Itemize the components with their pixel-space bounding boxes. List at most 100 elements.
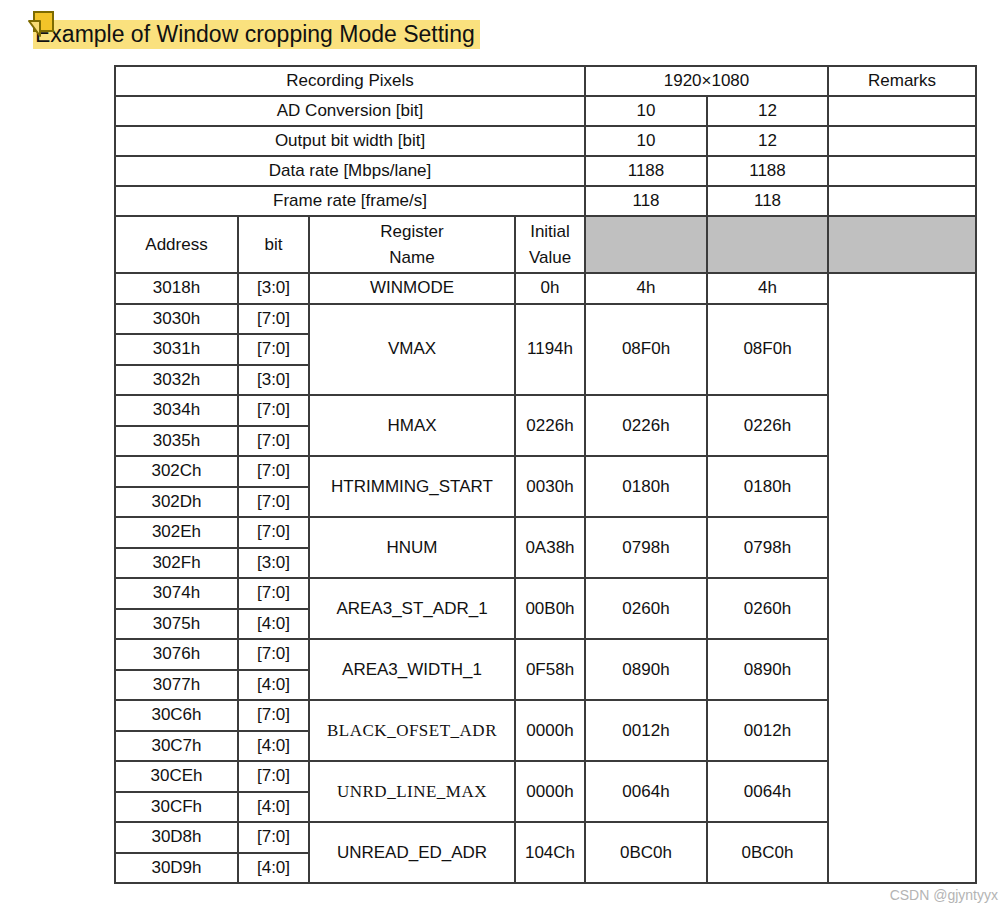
register-name-cell: UNRD_LINE_MAX: [309, 761, 515, 822]
info-label: Data rate [Mbps/lane]: [115, 156, 585, 186]
address-cell: 3032h: [115, 365, 238, 396]
bit-cell: [7:0]: [238, 578, 309, 609]
bit-cell: [7:0]: [238, 456, 309, 487]
initial-value-cell: 00B0h: [515, 578, 585, 639]
register-setting-table: Recording Pixels1920×1080RemarksAD Conve…: [114, 65, 977, 884]
bit-cell: [4:0]: [238, 853, 309, 884]
info-row: Data rate [Mbps/lane]11881188: [115, 156, 976, 186]
value-10bit-cell: 0890h: [585, 639, 707, 700]
gray-cell-remarks: [828, 216, 976, 273]
value-12bit-cell: 0260h: [707, 578, 828, 639]
initial-value-cell: 0030h: [515, 456, 585, 517]
remarks-header: Remarks: [828, 66, 976, 96]
bit-cell: [7:0]: [238, 487, 309, 518]
register-name-header: Register Name: [309, 216, 515, 273]
bit-cell: [4:0]: [238, 731, 309, 762]
address-cell: 3030h: [115, 304, 238, 335]
value-12bit-cell: 0226h: [707, 395, 828, 456]
initial-value-cell: 0h: [515, 273, 585, 304]
address-cell: 30C6h: [115, 700, 238, 731]
bit-cell: [7:0]: [238, 395, 309, 426]
register-name-cell: HTRIMMING_START: [309, 456, 515, 517]
info-row: AD Conversion [bit]1012: [115, 96, 976, 126]
remarks-cell: [828, 186, 976, 216]
remarks-cell: [828, 156, 976, 186]
gray-cell-10bit: [585, 216, 707, 273]
value-12bit-cell: 0BC0h: [707, 822, 828, 883]
register-name-cell: HMAX: [309, 395, 515, 456]
page-title: Example of Window cropping Mode Setting: [33, 20, 480, 49]
register-name-cell: BLACK_OFSET_ADR: [309, 700, 515, 761]
info-label: Recording Pixels: [115, 66, 585, 96]
address-cell: 302Fh: [115, 548, 238, 579]
register-name-cell: VMAX: [309, 304, 515, 396]
value-10bit: 10: [585, 96, 707, 126]
value-12bit: 118: [707, 186, 828, 216]
value-10bit-cell: 0BC0h: [585, 822, 707, 883]
register-name-cell: AREA3_WIDTH_1: [309, 639, 515, 700]
value-12bit-cell: 0180h: [707, 456, 828, 517]
value-12bit-cell: 0012h: [707, 700, 828, 761]
value-12bit-cell: 0798h: [707, 517, 828, 578]
initial-value-cell: 0A38h: [515, 517, 585, 578]
info-label: AD Conversion [bit]: [115, 96, 585, 126]
value-10bit-cell: 0064h: [585, 761, 707, 822]
value-10bit-cell: 0012h: [585, 700, 707, 761]
address-cell: 3018h: [115, 273, 238, 304]
bit-cell: [7:0]: [238, 334, 309, 365]
value-10bit-cell: 0226h: [585, 395, 707, 456]
remarks-cell: [828, 126, 976, 156]
info-row: Output bit width [bit]1012: [115, 126, 976, 156]
bit-header: bit: [238, 216, 309, 273]
address-cell: 30CEh: [115, 761, 238, 792]
value-10bit: 118: [585, 186, 707, 216]
remarks-cell: [828, 96, 976, 126]
initial-value-cell: 0F58h: [515, 639, 585, 700]
value-10bit-cell: 08F0h: [585, 304, 707, 396]
remarks-merged-cell: [828, 273, 976, 883]
value-12bit-cell: 4h: [707, 273, 828, 304]
sticky-note-icon: [26, 10, 56, 40]
address-cell: 302Eh: [115, 517, 238, 548]
value-10bit: 1188: [585, 156, 707, 186]
address-cell: 30D9h: [115, 853, 238, 884]
value-12bit-cell: 0064h: [707, 761, 828, 822]
initial-value-cell: 0226h: [515, 395, 585, 456]
address-cell: 3031h: [115, 334, 238, 365]
address-cell: 3075h: [115, 609, 238, 640]
bit-cell: [3:0]: [238, 365, 309, 396]
initial-value-cell: 1194h: [515, 304, 585, 396]
initial-value-cell: 0000h: [515, 700, 585, 761]
register-name-cell: UNREAD_ED_ADR: [309, 822, 515, 883]
watermark: CSDN @gjyntyyx: [890, 887, 998, 903]
gray-cell-12bit: [707, 216, 828, 273]
address-cell: 3034h: [115, 395, 238, 426]
initial-value-cell: 104Ch: [515, 822, 585, 883]
register-row: 3018h[3:0]WINMODE0h4h4h: [115, 273, 976, 304]
bit-cell: [4:0]: [238, 609, 309, 640]
value-12bit: 12: [707, 126, 828, 156]
info-label: Frame rate [frame/s]: [115, 186, 585, 216]
value-12bit-cell: 08F0h: [707, 304, 828, 396]
address-cell: 30C7h: [115, 731, 238, 762]
bit-cell: [7:0]: [238, 700, 309, 731]
value-10bit-cell: 4h: [585, 273, 707, 304]
value-10bit-cell: 0260h: [585, 578, 707, 639]
column-header-row: AddressbitRegister NameInitial Value: [115, 216, 976, 273]
value-12bit-cell: 0890h: [707, 639, 828, 700]
value-10bit: 10: [585, 126, 707, 156]
bit-cell: [4:0]: [238, 670, 309, 701]
info-label: Output bit width [bit]: [115, 126, 585, 156]
address-cell: 3074h: [115, 578, 238, 609]
address-cell: 302Ch: [115, 456, 238, 487]
initial-value-header: Initial Value: [515, 216, 585, 273]
address-cell: 302Dh: [115, 487, 238, 518]
value-10bit-cell: 0798h: [585, 517, 707, 578]
bit-cell: [4:0]: [238, 792, 309, 823]
bit-cell: [7:0]: [238, 761, 309, 792]
bit-cell: [7:0]: [238, 639, 309, 670]
value-12bit: 12: [707, 96, 828, 126]
value-10bit-cell: 0180h: [585, 456, 707, 517]
address-cell: 30CFh: [115, 792, 238, 823]
register-name-cell: WINMODE: [309, 273, 515, 304]
